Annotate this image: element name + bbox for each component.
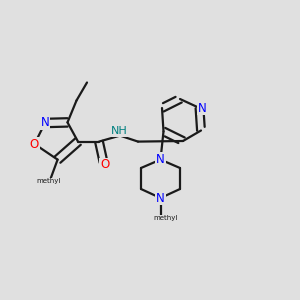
Text: methyl: methyl [153,215,178,221]
Text: methyl: methyl [36,178,61,184]
Text: N: N [156,153,165,166]
Text: O: O [30,137,39,151]
Text: N: N [40,116,50,130]
Text: N: N [156,191,165,205]
Text: O: O [100,158,109,172]
Text: NH: NH [111,126,128,136]
Text: N: N [198,101,207,115]
